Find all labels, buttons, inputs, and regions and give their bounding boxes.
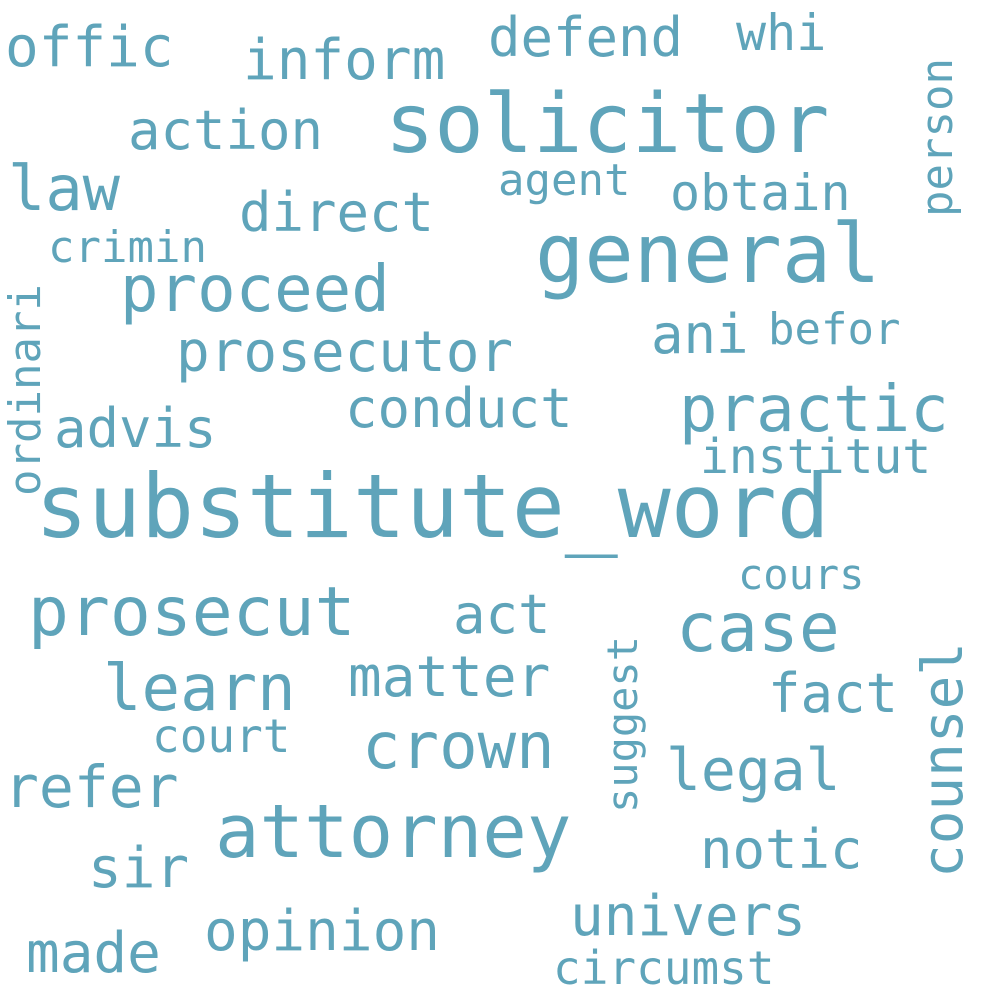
word-circumst: circumst <box>553 941 775 995</box>
word-prosecutor: prosecutor <box>176 320 514 385</box>
word-cours: cours <box>738 550 865 599</box>
word-case: case <box>676 589 840 668</box>
word-general: general <box>535 207 881 302</box>
word-institut: institut <box>700 429 932 485</box>
word-substitute-word: substitute_word <box>35 455 830 558</box>
word-crimin: crimin <box>48 222 207 273</box>
word-proceed: proceed <box>120 253 390 327</box>
word-action: action <box>128 99 324 162</box>
word-legal: legal <box>666 736 841 804</box>
word-offic: offic <box>5 15 174 80</box>
word-counsel: counsel <box>911 641 976 878</box>
word-law: law <box>8 152 120 225</box>
word-person: person <box>912 58 963 217</box>
word-fact: fact <box>768 662 899 725</box>
word-suggest: suggest <box>598 635 647 813</box>
word-obtain: obtain <box>670 164 851 222</box>
word-univers: univers <box>570 884 807 949</box>
word-opinion: opinion <box>204 899 441 964</box>
word-agent: agent <box>498 155 631 206</box>
word-learn: learn <box>103 652 296 726</box>
word-direct: direct <box>239 181 435 244</box>
word-befor: befor <box>768 304 901 355</box>
word-sir: sir <box>88 836 190 901</box>
word-attorney: attorney <box>215 789 572 875</box>
word-crown: crown <box>362 710 555 784</box>
word-made: made <box>26 921 161 986</box>
word-matter: matter <box>348 645 551 710</box>
word-advis: advis <box>54 397 217 460</box>
word-act: act <box>453 583 551 646</box>
word-whi: whi <box>736 4 827 62</box>
word-court: court <box>152 709 291 763</box>
word-ordinari: ordinari <box>0 284 51 496</box>
word-inform: inform <box>243 28 446 93</box>
word-notic: notic <box>700 818 863 881</box>
word-conduct: conduct <box>345 377 573 440</box>
word-practic: practic <box>679 373 949 447</box>
word-solicitor: solicitor <box>385 77 830 172</box>
word-prosecut: prosecut <box>28 573 356 652</box>
word-ani: ani <box>651 303 749 366</box>
word-refer: refer <box>4 753 179 821</box>
word-defend: defend <box>488 6 684 69</box>
